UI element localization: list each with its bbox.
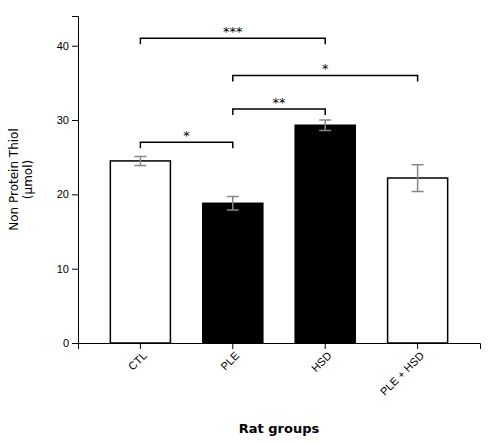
x-tick-label: CTL	[126, 349, 149, 372]
error-bar	[319, 120, 331, 130]
y-tick: 40	[57, 40, 78, 52]
bar	[203, 203, 263, 343]
significance-label: ***	[223, 24, 243, 39]
y-tick-label: 10	[57, 263, 69, 275]
plot: 010203040CTLPLEHSDPLE + HSD*******	[57, 17, 481, 398]
x-tick-label: PLE + HSD	[378, 349, 427, 398]
x-axis-line	[79, 344, 481, 350]
y-tick-label: 40	[57, 40, 69, 52]
y-tick-label: 20	[57, 188, 69, 200]
significance-label: *	[322, 61, 329, 76]
x-tick-label: PLE	[218, 349, 241, 372]
x-tick-mark	[417, 343, 418, 349]
y-axis-title-line: Non Protein Thiol	[7, 128, 21, 231]
x-axis: CTL PLE HSD PLE + HSD	[79, 343, 481, 398]
bar	[295, 125, 355, 343]
x-axis-title: Rat groups	[239, 421, 320, 436]
bar	[388, 178, 448, 343]
y-tick-mark	[72, 120, 78, 121]
marks	[110, 120, 447, 343]
error-bar	[134, 156, 146, 165]
y-tick-mark	[72, 46, 78, 47]
y-tick: 30	[57, 114, 78, 126]
y-tick-label: 0	[63, 337, 69, 349]
x-tick-mark	[140, 343, 141, 349]
y-tick-mark	[72, 269, 78, 270]
x-tick-mark	[325, 343, 326, 349]
y-tick-mark	[72, 343, 78, 344]
y-tick: 0	[63, 337, 78, 349]
y-tick: 20	[57, 188, 78, 200]
x-tick-mark	[232, 343, 233, 349]
x-tick: PLE + HSD	[378, 343, 427, 398]
y-tick-label: 30	[57, 114, 69, 126]
y-tick-mark	[72, 194, 78, 195]
significance-brackets: *******	[140, 24, 417, 148]
x-tick: CTL	[126, 343, 149, 372]
y-axis-title: Non Protein Thiol(μmol)	[7, 128, 35, 231]
error-bar	[227, 197, 239, 210]
y-axis-title-line: (μmol)	[21, 160, 35, 199]
x-tick-label: HSD	[309, 349, 334, 374]
y-axis-line	[72, 17, 79, 344]
error-bar	[412, 165, 424, 192]
bar	[110, 161, 170, 343]
x-tick: PLE	[218, 343, 241, 372]
x-tick: HSD	[309, 343, 334, 374]
chart: 010203040CTLPLEHSDPLE + HSD*******Rat gr…	[0, 0, 500, 443]
significance-label: **	[273, 95, 287, 110]
significance-label: *	[183, 128, 190, 143]
y-tick: 10	[57, 263, 78, 275]
y-axis: 0 10 20 30 40	[57, 17, 79, 350]
